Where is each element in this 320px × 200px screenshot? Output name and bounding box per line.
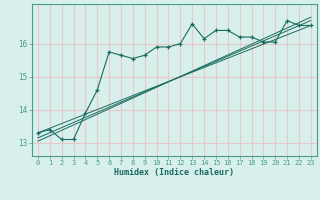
X-axis label: Humidex (Indice chaleur): Humidex (Indice chaleur): [115, 168, 234, 177]
